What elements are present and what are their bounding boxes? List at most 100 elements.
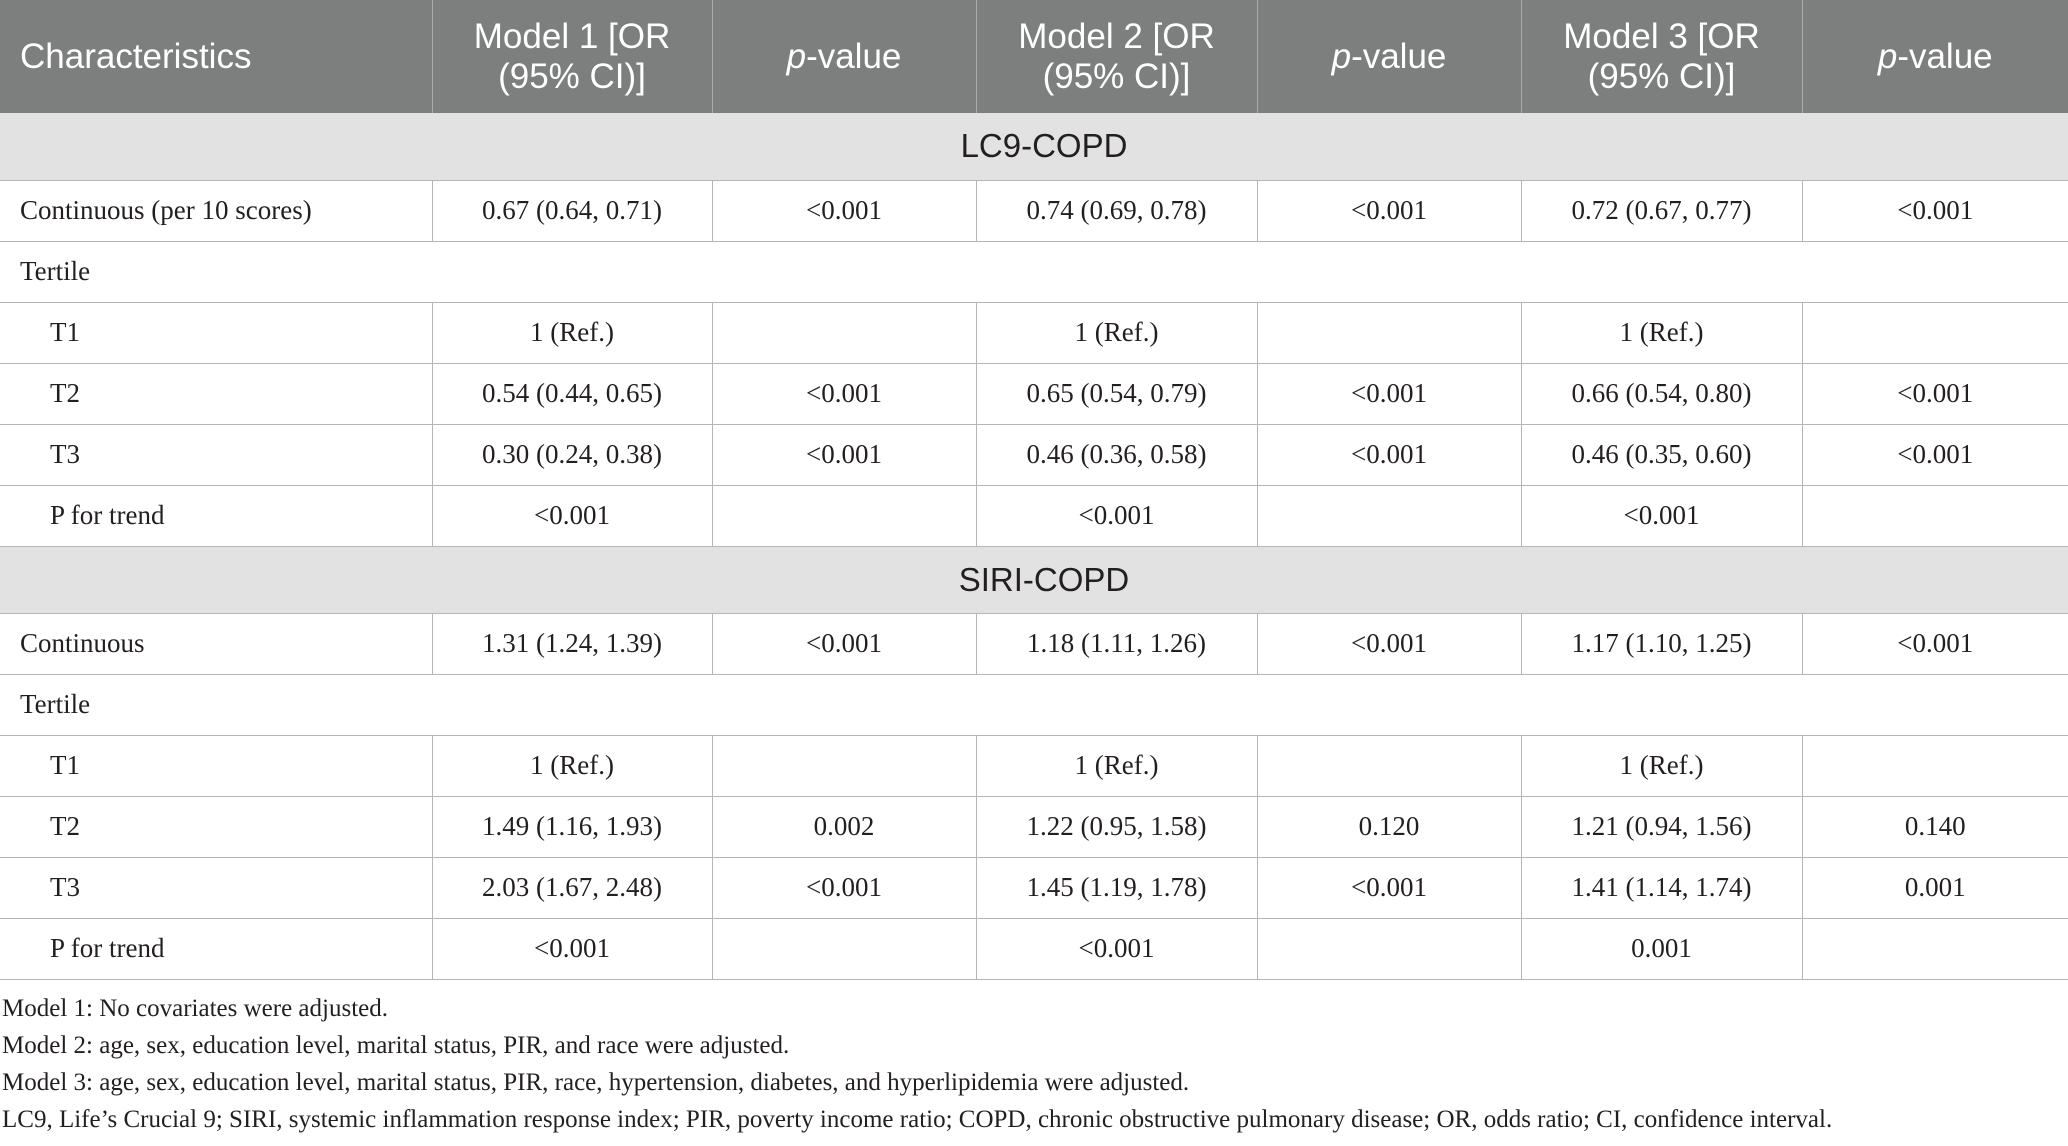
row-label: Tertile: [0, 241, 2068, 303]
table-body: LC9-COPD Continuous (per 10 scores) 0.67 (…: [0, 113, 2068, 980]
p-value-cell: <0.001: [1802, 424, 2068, 486]
or-ci-cell: 2.03 (1.67, 2.48): [432, 857, 713, 919]
row-label: T1: [0, 735, 433, 797]
column-header-text: Model 3 [OR (95% CI)]: [1563, 16, 1760, 96]
header-row: Characteristics Model 1 [OR (95% CI)] p-va…: [0, 0, 2068, 113]
or-ci-cell: <0.001: [432, 918, 713, 980]
section-title: SIRI-COPD: [0, 546, 2068, 614]
or-ci-cell: <0.001: [976, 485, 1258, 547]
footnote: Model 1: No covariates were adjusted.: [2, 994, 388, 1022]
p-value-cell: <0.001: [1802, 363, 2068, 425]
row-label: T3: [0, 424, 433, 486]
p-value-cell: [1802, 735, 2068, 797]
p-value-cell: [1257, 918, 1522, 980]
or-ci-cell: 1.17 (1.10, 1.25): [1521, 613, 1803, 675]
p-value-cell: <0.001: [1257, 180, 1522, 242]
or-ci-cell: 0.001: [1521, 918, 1803, 980]
or-ci-cell: 0.66 (0.54, 0.80): [1521, 363, 1803, 425]
table-row: P for trend <0.001 <0.001 0.001: [0, 918, 2068, 980]
column-header-text: -value: [1897, 36, 1993, 76]
or-ci-cell: <0.001: [432, 485, 713, 547]
or-ci-cell: 0.46 (0.36, 0.58): [976, 424, 1258, 486]
table-header: Characteristics Model 1 [OR (95% CI)] p-va…: [0, 0, 2068, 113]
p-value-cell: <0.001: [1802, 180, 2068, 242]
p-value-cell: <0.001: [1802, 613, 2068, 675]
p-value-cell: <0.001: [1257, 613, 1522, 675]
table-row: Tertile: [0, 241, 2068, 303]
or-ci-cell: 1.22 (0.95, 1.58): [976, 796, 1258, 858]
table-row: T1 1 (Ref.) 1 (Ref.) 1 (Ref.): [0, 735, 2068, 797]
column-header: p-value: [1257, 0, 1522, 113]
or-ci-cell: 1 (Ref.): [976, 735, 1258, 797]
p-value-cell: [1802, 918, 2068, 980]
column-header-text: Model 1 [OR (95% CI)]: [473, 16, 671, 96]
column-header-text: -value: [1351, 36, 1447, 76]
column-header: p-value: [1802, 0, 2068, 113]
p-value-cell: 0.120: [1257, 796, 1522, 858]
p-value-cell: <0.001: [1257, 424, 1522, 486]
table-row: P for trend <0.001 <0.001 <0.001: [0, 485, 2068, 547]
table-row: Continuous 1.31 (1.24, 1.39) <0.001 1.18 (1…: [0, 613, 2068, 675]
p-value-cell: 0.140: [1802, 796, 2068, 858]
column-header: Characteristics: [0, 0, 433, 113]
footnote: Model 2: age, sex, education level, mari…: [2, 1031, 790, 1059]
table-row: T3 0.30 (0.24, 0.38) <0.001 0.46 (0.36, 0.5…: [0, 424, 2068, 486]
column-header-italic: p: [1331, 36, 1352, 76]
or-ci-cell: 1 (Ref.): [1521, 735, 1803, 797]
or-ci-cell: 0.67 (0.64, 0.71): [432, 180, 713, 242]
p-value-cell: [1257, 735, 1522, 797]
p-value-cell: <0.001: [712, 180, 977, 242]
column-header: p-value: [712, 0, 977, 113]
table-row: T2 0.54 (0.44, 0.65) <0.001 0.65 (0.54, 0.7…: [0, 363, 2068, 425]
p-value-cell: [1257, 485, 1522, 547]
p-value-cell: 0.001: [1802, 857, 2068, 919]
p-value-cell: <0.001: [1257, 857, 1522, 919]
p-value-cell: [712, 735, 977, 797]
table-row: T2 1.49 (1.16, 1.93) 0.002 1.22 (0.95, 1.58…: [0, 796, 2068, 858]
row-label: P for trend: [0, 918, 433, 980]
or-ci-cell: 1.45 (1.19, 1.78): [976, 857, 1258, 919]
p-value-cell: <0.001: [712, 857, 977, 919]
column-header-italic: p: [786, 36, 807, 76]
column-header: Model 2 [OR (95% CI)]: [976, 0, 1258, 113]
p-value-cell: [712, 302, 977, 364]
p-value-cell: [712, 918, 977, 980]
or-ci-cell: 1.49 (1.16, 1.93): [432, 796, 713, 858]
p-value-cell: [1802, 302, 2068, 364]
column-header: Model 3 [OR (95% CI)]: [1521, 0, 1803, 113]
or-ci-cell: 0.74 (0.69, 0.78): [976, 180, 1258, 242]
p-value-cell: [1257, 302, 1522, 364]
row-label: T3: [0, 857, 433, 919]
p-value-cell: <0.001: [712, 613, 977, 675]
column-header-text: Model 2 [OR (95% CI)]: [1018, 16, 1215, 96]
row-label: Tertile: [0, 674, 2068, 736]
or-ci-cell: 1.18 (1.11, 1.26): [976, 613, 1258, 675]
section-header-row: SIRI-COPD: [0, 546, 2068, 614]
or-ci-cell: 0.54 (0.44, 0.65): [432, 363, 713, 425]
table-footnotes: Model 1: No covariates were adjusted. Mod…: [0, 990, 2068, 1138]
section-header-row: LC9-COPD: [0, 113, 2068, 181]
p-value-cell: [1802, 485, 2068, 547]
or-ci-cell: 0.65 (0.54, 0.79): [976, 363, 1258, 425]
table-row: T1 1 (Ref.) 1 (Ref.) 1 (Ref.): [0, 302, 2068, 364]
table-row: Continuous (per 10 scores) 0.67 (0.64, 0.…: [0, 180, 2068, 242]
or-ci-cell: 1 (Ref.): [1521, 302, 1803, 364]
or-ci-cell: <0.001: [1521, 485, 1803, 547]
or-ci-cell: <0.001: [976, 918, 1258, 980]
or-ci-cell: 0.72 (0.67, 0.77): [1521, 180, 1803, 242]
table-row: Tertile: [0, 674, 2068, 736]
column-header-text: Characteristics: [20, 36, 252, 76]
or-ci-cell: 1 (Ref.): [976, 302, 1258, 364]
row-label: Continuous (per 10 scores): [0, 180, 433, 242]
footnote: LC9, Life’s Crucial 9; SIRI, systemic in…: [2, 1105, 1833, 1133]
or-ci-cell: 0.46 (0.35, 0.60): [1521, 424, 1803, 486]
p-value-cell: <0.001: [1257, 363, 1522, 425]
column-header-text: -value: [806, 36, 902, 76]
row-label: Continuous: [0, 613, 433, 675]
or-ci-cell: 1.31 (1.24, 1.39): [432, 613, 713, 675]
p-value-cell: [712, 485, 977, 547]
or-ci-cell: 0.30 (0.24, 0.38): [432, 424, 713, 486]
footnote: Model 3: age, sex, education level, mari…: [2, 1068, 1190, 1096]
row-label: P for trend: [0, 485, 433, 547]
column-header: Model 1 [OR (95% CI)]: [432, 0, 713, 113]
